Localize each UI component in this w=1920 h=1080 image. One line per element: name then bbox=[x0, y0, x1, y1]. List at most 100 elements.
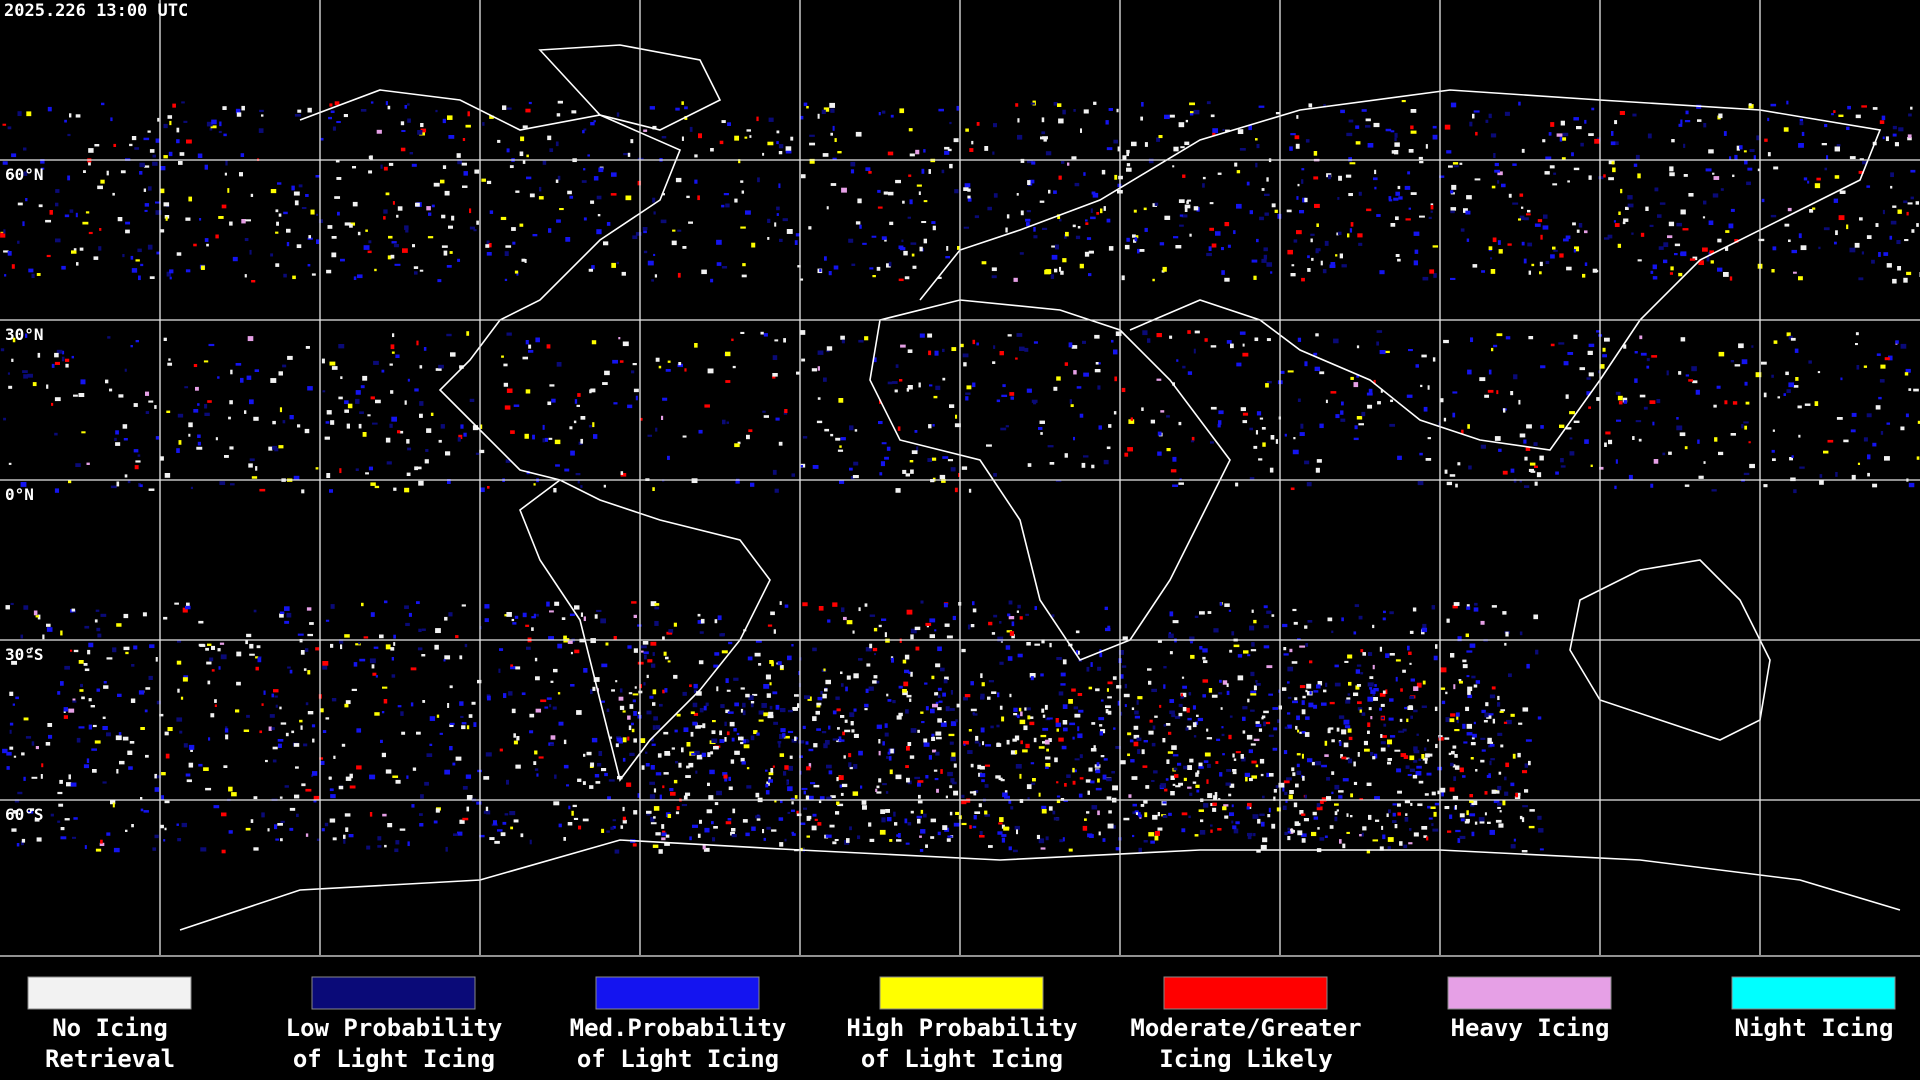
icing-pixel bbox=[21, 752, 25, 756]
icing-pixel bbox=[898, 278, 904, 282]
icing-pixel bbox=[1246, 734, 1253, 740]
icing-pixel bbox=[1141, 749, 1145, 755]
icing-pixel bbox=[1392, 812, 1396, 817]
icing-pixel bbox=[1065, 231, 1069, 237]
icing-pixel bbox=[509, 811, 516, 816]
icing-pixel bbox=[1190, 654, 1195, 659]
icing-pixel bbox=[1450, 653, 1455, 658]
icing-pixel bbox=[713, 746, 719, 750]
icing-pixel bbox=[711, 730, 716, 735]
icing-pixel bbox=[1208, 246, 1212, 252]
icing-pixel bbox=[1867, 454, 1871, 460]
icing-pixel bbox=[1025, 613, 1029, 616]
icing-pixel bbox=[590, 388, 596, 393]
icing-pixel bbox=[1222, 806, 1227, 811]
icing-pixel bbox=[1019, 719, 1026, 725]
icing-pixel bbox=[1040, 673, 1044, 677]
icing-pixel bbox=[730, 759, 735, 764]
icing-pixel bbox=[965, 128, 969, 132]
icing-pixel bbox=[822, 153, 829, 157]
icing-pixel bbox=[762, 829, 765, 834]
icing-pixel bbox=[246, 375, 252, 380]
icing-pixel bbox=[622, 819, 627, 824]
icing-pixel bbox=[569, 195, 574, 199]
icing-pixel bbox=[12, 703, 15, 706]
icing-pixel bbox=[1612, 167, 1616, 173]
icing-pixel bbox=[305, 702, 309, 706]
icing-pixel bbox=[387, 105, 391, 110]
icing-pixel bbox=[701, 752, 707, 757]
icing-pixel bbox=[475, 452, 480, 455]
icing-pixel bbox=[618, 741, 624, 744]
icing-pixel bbox=[1273, 796, 1276, 801]
icing-pixel bbox=[957, 246, 960, 250]
icing-pixel bbox=[1884, 357, 1890, 361]
icing-pixel bbox=[828, 770, 833, 775]
graticule bbox=[0, 0, 1920, 957]
icing-pixel bbox=[1198, 766, 1204, 769]
icing-pixel bbox=[756, 732, 760, 736]
icing-pixel bbox=[294, 200, 299, 206]
icing-pixel bbox=[274, 824, 278, 830]
icing-pixel bbox=[182, 677, 188, 682]
icing-pixel bbox=[652, 844, 659, 848]
icing-pixel bbox=[934, 629, 937, 632]
icing-pixel bbox=[909, 698, 912, 702]
icing-pixel bbox=[1123, 817, 1130, 821]
icing-pixel bbox=[846, 620, 853, 625]
icing-pixel bbox=[1578, 223, 1583, 228]
icing-pixel bbox=[1056, 728, 1060, 732]
icing-pixel bbox=[116, 769, 119, 774]
icing-pixel bbox=[1340, 754, 1343, 759]
icing-pixel bbox=[500, 216, 507, 221]
icing-pixel bbox=[1058, 118, 1064, 124]
icing-pixel bbox=[1091, 805, 1098, 810]
icing-pixel bbox=[1068, 699, 1073, 704]
icing-pixel bbox=[1282, 687, 1287, 691]
icing-pixel bbox=[459, 701, 464, 706]
icing-pixel bbox=[88, 231, 93, 235]
icing-pixel bbox=[768, 117, 774, 122]
icing-pixel bbox=[1854, 242, 1860, 248]
icing-pixel bbox=[1489, 760, 1492, 766]
icing-pixel bbox=[568, 805, 571, 810]
icing-pixel bbox=[1179, 214, 1183, 217]
icing-pixel bbox=[152, 154, 156, 158]
icing-pixel bbox=[581, 180, 587, 183]
icing-pixel bbox=[1224, 603, 1230, 607]
icing-pixel bbox=[1033, 235, 1038, 239]
icing-pixel bbox=[555, 141, 559, 147]
icing-pixel bbox=[1331, 791, 1334, 795]
icing-pixel bbox=[1410, 192, 1417, 195]
icing-pixel bbox=[828, 271, 832, 276]
icing-pixel bbox=[1838, 114, 1844, 117]
icing-pixel bbox=[1744, 425, 1748, 430]
icing-pixel bbox=[1449, 474, 1456, 477]
icing-pixel bbox=[23, 776, 26, 781]
icing-pixel bbox=[1072, 780, 1076, 785]
icing-pixel bbox=[107, 336, 111, 339]
icing-pixel bbox=[1540, 425, 1544, 429]
icing-pixel bbox=[1470, 742, 1476, 746]
icing-pixel bbox=[907, 742, 912, 746]
icing-pixel bbox=[757, 177, 760, 183]
icing-pixel bbox=[878, 624, 882, 628]
icing-pixel bbox=[440, 424, 445, 429]
icing-pixel bbox=[228, 416, 231, 420]
icing-pixel bbox=[1309, 660, 1313, 664]
icing-pixel bbox=[504, 405, 511, 410]
icing-pixel bbox=[251, 280, 256, 283]
icing-pixel bbox=[181, 101, 185, 104]
icing-pixel bbox=[1173, 767, 1178, 771]
icing-pixel bbox=[500, 832, 506, 837]
icing-pixel bbox=[1540, 365, 1546, 369]
icing-pixel bbox=[1019, 252, 1024, 255]
icing-pixel bbox=[128, 766, 133, 770]
icing-pixel bbox=[1471, 675, 1476, 679]
icing-pixel bbox=[835, 696, 840, 700]
icing-pixel bbox=[1104, 606, 1108, 611]
icing-pixel bbox=[102, 781, 107, 784]
icing-pixel bbox=[139, 484, 143, 488]
icing-pixel bbox=[616, 737, 623, 742]
icing-pixel bbox=[767, 141, 774, 146]
